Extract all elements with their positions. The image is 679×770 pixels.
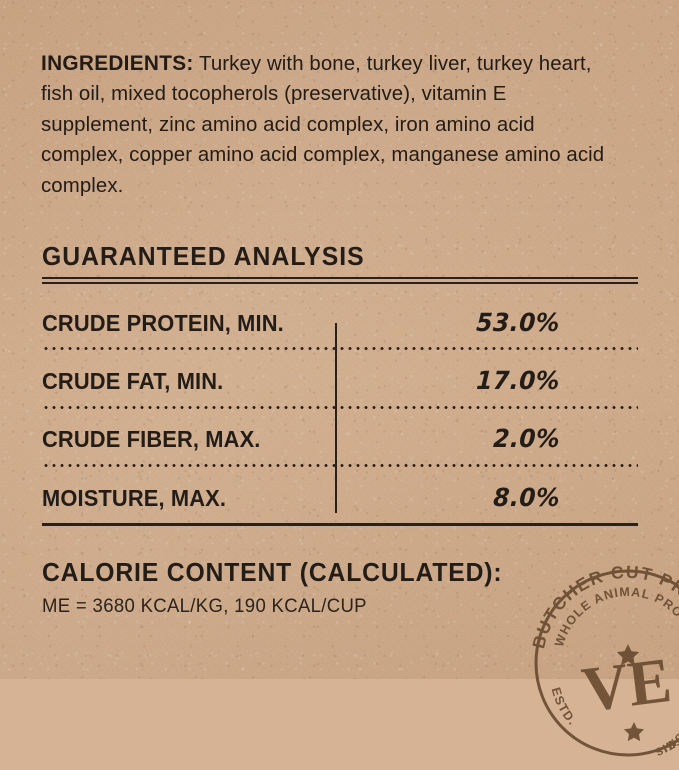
paper-speckle-texture	[0, 0, 679, 679]
table-row: MOISTURE, MAX. 8.0%	[42, 478, 638, 518]
row-separator-dotted	[42, 347, 638, 350]
stamp-star-top-icon	[616, 644, 640, 666]
row-label: CRUDE FIBER, MAX.	[42, 426, 261, 452]
row-label: MOISTURE, MAX.	[42, 485, 227, 511]
kraft-paper-background	[0, 0, 679, 679]
label-content: INGREDIENTS: Turkey with bone, turkey li…	[41, 49, 679, 758]
row-separator-dotted	[42, 406, 638, 409]
butcher-cut-protein-stamp-icon: BUTCHER CUT PROTEIN WHOLE ANIMAL PROTEIN…	[521, 556, 679, 770]
guaranteed-analysis-vertical-divider	[335, 323, 337, 513]
table-row: CRUDE PROTEIN, MIN. 53.0%	[42, 303, 638, 343]
ingredients-block: INGREDIENTS: Turkey with bone, turkey li…	[41, 49, 607, 201]
stamp-star-bottom-icon	[623, 722, 645, 742]
guaranteed-analysis-heading: GUARANTEED ANALYSIS	[42, 243, 365, 271]
ingredients-text: Turkey with bone, turkey liver, turkey h…	[41, 53, 605, 197]
stamp-established-label: ESTD.	[549, 686, 580, 728]
row-label: CRUDE FAT, MIN.	[42, 368, 224, 394]
ingredients-label: INGREDIENTS:	[41, 52, 194, 75]
calorie-content-heading: CALORIE CONTENT (CALCULATED):	[42, 559, 503, 587]
row-label: CRUDE PROTEIN, MIN.	[42, 310, 284, 336]
table-row: CRUDE FAT, MIN. 17.0%	[42, 361, 638, 401]
row-value: 17.0%	[475, 366, 561, 395]
row-value: 53.0%	[475, 308, 561, 337]
row-value: 2.0%	[492, 424, 561, 453]
guaranteed-analysis-top-double-rule	[42, 277, 638, 284]
row-separator-dotted	[42, 464, 638, 467]
calorie-content-value: ME = 3680 KCAL/KG, 190 KCAL/CUP	[42, 595, 367, 617]
row-value: 8.0%	[492, 483, 561, 512]
guaranteed-analysis-bottom-rule	[42, 523, 638, 526]
stamp-monogram: VE	[578, 644, 675, 725]
table-row: CRUDE FIBER, MAX. 2.0%	[42, 419, 638, 459]
